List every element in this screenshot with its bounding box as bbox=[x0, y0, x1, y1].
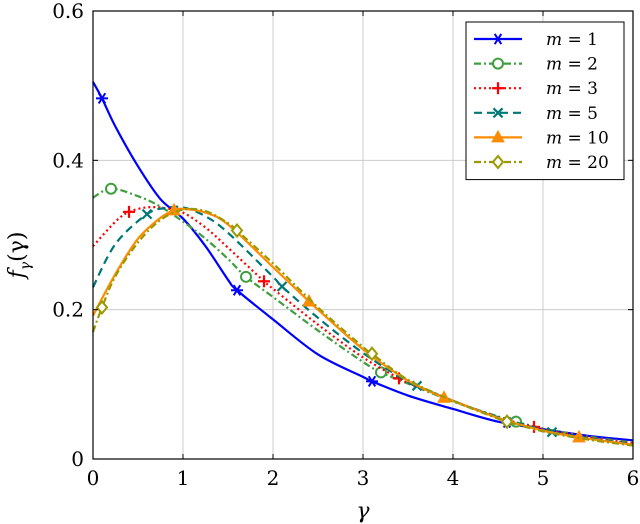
x-tick-label: 4 bbox=[447, 466, 460, 490]
series-marker bbox=[365, 346, 379, 362]
tick-labels: 0 1 2 3 4 5 6 0 0.2 0.4 0.6 bbox=[52, 0, 639, 490]
series-line bbox=[92, 206, 634, 445]
series-line bbox=[92, 81, 634, 442]
x-tick-label: 2 bbox=[267, 466, 280, 490]
series-marker bbox=[141, 208, 153, 220]
x-tick-label: 3 bbox=[357, 466, 370, 490]
legend-label: m = 1 bbox=[546, 30, 598, 50]
series-marker bbox=[230, 222, 244, 239]
series-line bbox=[92, 187, 634, 444]
tick-marks bbox=[92, 10, 634, 460]
x-axis-label: γ bbox=[356, 499, 370, 524]
series-marker bbox=[258, 275, 270, 288]
series-marker bbox=[231, 284, 243, 296]
legend-label: m = 5 bbox=[546, 104, 598, 124]
legend-label: m = 10 bbox=[546, 128, 609, 148]
legend-item: m = 1 bbox=[474, 30, 598, 50]
series-marker bbox=[95, 299, 109, 315]
legend-marker bbox=[491, 154, 505, 170]
x-tick-label: 6 bbox=[627, 466, 640, 490]
legend-label: m = 20 bbox=[546, 153, 609, 173]
series-marker bbox=[375, 366, 387, 379]
y-tick-label: 0.2 bbox=[52, 298, 84, 322]
legend-item: m = 3 bbox=[474, 79, 598, 99]
legend-box bbox=[465, 21, 625, 181]
x-tick-label: 0 bbox=[87, 466, 100, 490]
legend-marker bbox=[492, 33, 504, 45]
series-marker bbox=[105, 182, 117, 195]
series-marker bbox=[240, 270, 252, 283]
series-marker bbox=[276, 281, 288, 292]
x-tick-label: 5 bbox=[537, 466, 550, 490]
legend-label: m = 3 bbox=[546, 79, 598, 99]
series-marker bbox=[572, 429, 586, 443]
legend: m = 1 m = 2 m = 3 m = 5 m = 10 m = 20 bbox=[465, 21, 625, 181]
legend-marker bbox=[492, 107, 504, 119]
y-tick-label: 0 bbox=[71, 447, 84, 471]
y-axis-label-sub: γ bbox=[18, 261, 34, 270]
legend-marker bbox=[492, 57, 504, 70]
legend-label: m = 2 bbox=[546, 55, 598, 75]
series-marker bbox=[500, 414, 514, 430]
legend-item: m = 20 bbox=[474, 153, 609, 173]
legend-item: m = 5 bbox=[474, 104, 598, 124]
series-marker bbox=[366, 375, 378, 387]
legend-item: m = 10 bbox=[474, 128, 609, 148]
series-marker bbox=[123, 205, 135, 218]
legend-item: m = 2 bbox=[474, 55, 598, 75]
series-5 bbox=[91, 207, 634, 447]
legend-marker bbox=[492, 82, 504, 95]
y-axis-label: fγ(γ) bbox=[5, 232, 34, 281]
y-axis-label-arg: (γ) bbox=[5, 232, 30, 262]
y-tick-label: 0.6 bbox=[52, 0, 84, 23]
series-layer bbox=[91, 81, 634, 447]
x-tick-label: 1 bbox=[177, 466, 190, 490]
y-tick-label: 0.4 bbox=[52, 148, 84, 172]
series-marker bbox=[96, 92, 108, 105]
legend-marker bbox=[491, 129, 505, 143]
